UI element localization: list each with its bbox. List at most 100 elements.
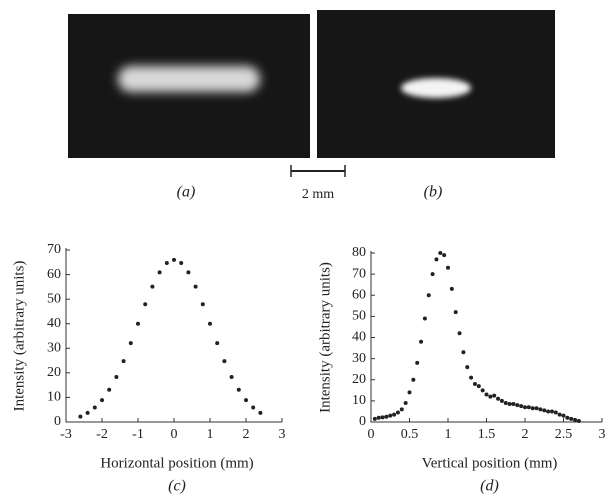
data-point (472, 381, 477, 386)
data-point (85, 410, 90, 415)
x-tick-label: -2 (96, 427, 108, 442)
data-point (179, 261, 184, 266)
data-point (492, 393, 497, 398)
y-axis-label: Intensity (arbitrary units) (317, 262, 333, 413)
data-point (546, 409, 551, 414)
data-point (222, 359, 227, 364)
data-point (100, 398, 104, 403)
x-tick-label: -3 (60, 427, 72, 442)
y-tick-label: 30 (47, 341, 61, 356)
data-point (150, 284, 155, 289)
data-point (557, 412, 562, 417)
x-tick-label: 2 (522, 427, 529, 442)
data-point (121, 359, 126, 364)
data-point (215, 341, 220, 346)
x-tick-label: 1 (445, 427, 452, 442)
data-point (236, 387, 241, 392)
x-tick-label: 0 (171, 427, 178, 442)
data-point (411, 377, 416, 382)
x-tick-label: 1.5 (478, 427, 496, 442)
data-point (569, 416, 574, 421)
data-point (415, 360, 420, 365)
data-point (565, 415, 570, 420)
y-tick-label: 20 (352, 372, 366, 387)
y-tick-label: 30 (352, 351, 366, 366)
data-point (457, 331, 462, 336)
scale-bar-label: 2 mm (302, 187, 334, 202)
data-point (258, 410, 263, 415)
data-point (251, 405, 256, 410)
x-tick-label: 0.5 (401, 427, 419, 442)
y-tick-label: 20 (47, 365, 61, 380)
y-tick-label: 70 (47, 242, 61, 257)
data-point (426, 293, 431, 298)
y-tick-label: 80 (352, 245, 366, 260)
data-point (488, 394, 493, 399)
data-point (136, 321, 140, 326)
data-point (422, 316, 427, 321)
data-point (143, 302, 148, 307)
data-point (208, 321, 212, 326)
data-point (244, 398, 248, 403)
data-point (384, 414, 389, 419)
data-point (534, 406, 539, 411)
y-tick-label: 70 (352, 266, 366, 281)
x-tick-label: 3 (279, 427, 286, 442)
x-axis-label: Horizontal position (mm) (100, 455, 253, 471)
data-point (496, 396, 501, 401)
beam-spot-a (118, 66, 260, 92)
x-tick-label: 3 (599, 427, 606, 442)
beam-spot-b (401, 78, 471, 98)
data-point (200, 302, 205, 307)
x-tick-label: 2 (243, 427, 250, 442)
x-tick-label: 0 (368, 427, 375, 442)
data-point (107, 387, 112, 392)
data-point (442, 253, 447, 258)
y-axis-label: Intensity (arbitrary units) (11, 261, 27, 412)
data-point (372, 416, 377, 421)
data-point (392, 412, 397, 417)
data-point (576, 418, 581, 423)
data-point (434, 257, 439, 262)
x-axis-label: Vertical position (mm) (422, 455, 558, 471)
data-point (469, 375, 474, 380)
panel-label: (c) (168, 478, 186, 495)
data-point (186, 270, 191, 275)
data-point (523, 405, 527, 410)
data-point (453, 310, 458, 315)
data-point (388, 413, 393, 418)
data-point (449, 286, 454, 291)
data-point (538, 407, 543, 412)
data-point (78, 414, 83, 419)
data-point (446, 265, 450, 270)
data-point (484, 392, 489, 397)
data-point (92, 405, 97, 410)
data-point (380, 415, 385, 420)
data-point (229, 375, 234, 380)
data-point (511, 402, 516, 407)
data-point (542, 408, 547, 413)
data-point (480, 388, 485, 393)
data-point (573, 417, 578, 422)
data-point (157, 270, 162, 275)
data-point (164, 261, 169, 266)
data-point (395, 410, 400, 415)
data-point (419, 339, 424, 344)
y-tick-label: 50 (47, 291, 61, 306)
data-point (114, 375, 119, 380)
data-point (461, 350, 466, 355)
data-point (407, 390, 412, 395)
data-point (507, 402, 512, 407)
data-point (526, 405, 531, 410)
data-point (376, 415, 381, 420)
data-point (465, 365, 470, 370)
data-point (403, 400, 408, 405)
data-point (430, 272, 435, 277)
y-tick-label: 40 (352, 330, 366, 345)
axis (65, 248, 282, 423)
y-tick-label: 10 (47, 390, 61, 405)
data-point (438, 251, 443, 255)
data-point (499, 398, 504, 403)
y-tick-label: 50 (352, 309, 366, 324)
